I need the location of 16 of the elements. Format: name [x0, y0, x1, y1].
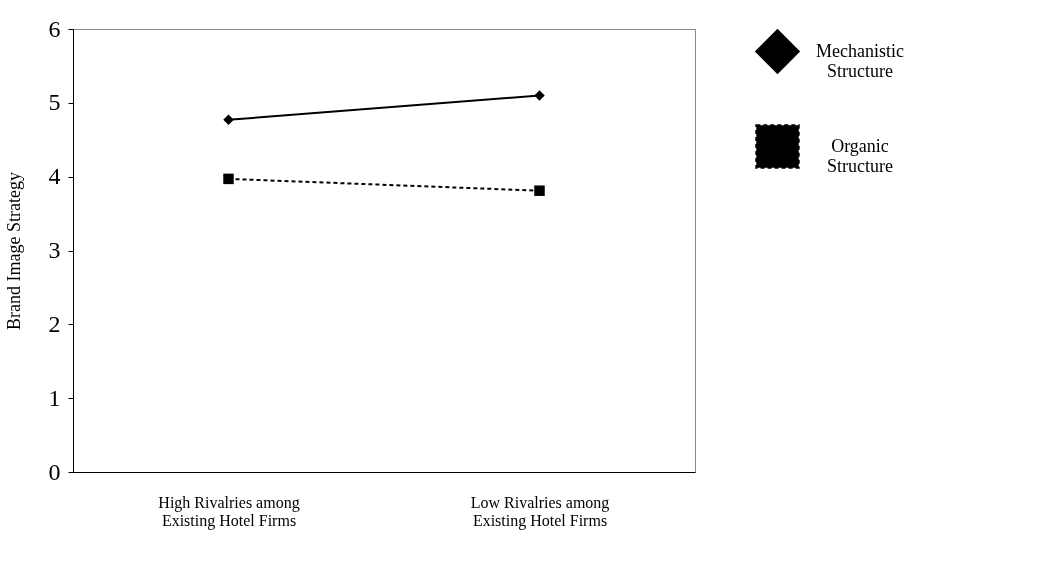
legend-label: Organic Structure: [827, 135, 893, 176]
y-tick-label: 4: [48, 163, 61, 190]
y-tick-label: 0: [48, 458, 61, 485]
y-tick-label: 3: [48, 237, 61, 263]
point: [534, 90, 545, 101]
point: [534, 185, 545, 196]
y-tick-label: 2: [48, 310, 61, 337]
x-tick-label: High Rivalries among Existing Hotel Firms: [158, 493, 300, 530]
y-tick-label: 5: [48, 89, 61, 116]
point: [223, 114, 234, 126]
y-axis-title: Brand Image Strategy: [3, 172, 24, 330]
x-tick-label: Low Rivalries among Existing Hotel Firms: [470, 493, 610, 530]
point: [223, 173, 234, 185]
y-tick-label: 1: [48, 384, 61, 411]
legend-label: Mechanistic Structure: [816, 40, 904, 81]
y-tick-label: 6: [48, 15, 61, 42]
